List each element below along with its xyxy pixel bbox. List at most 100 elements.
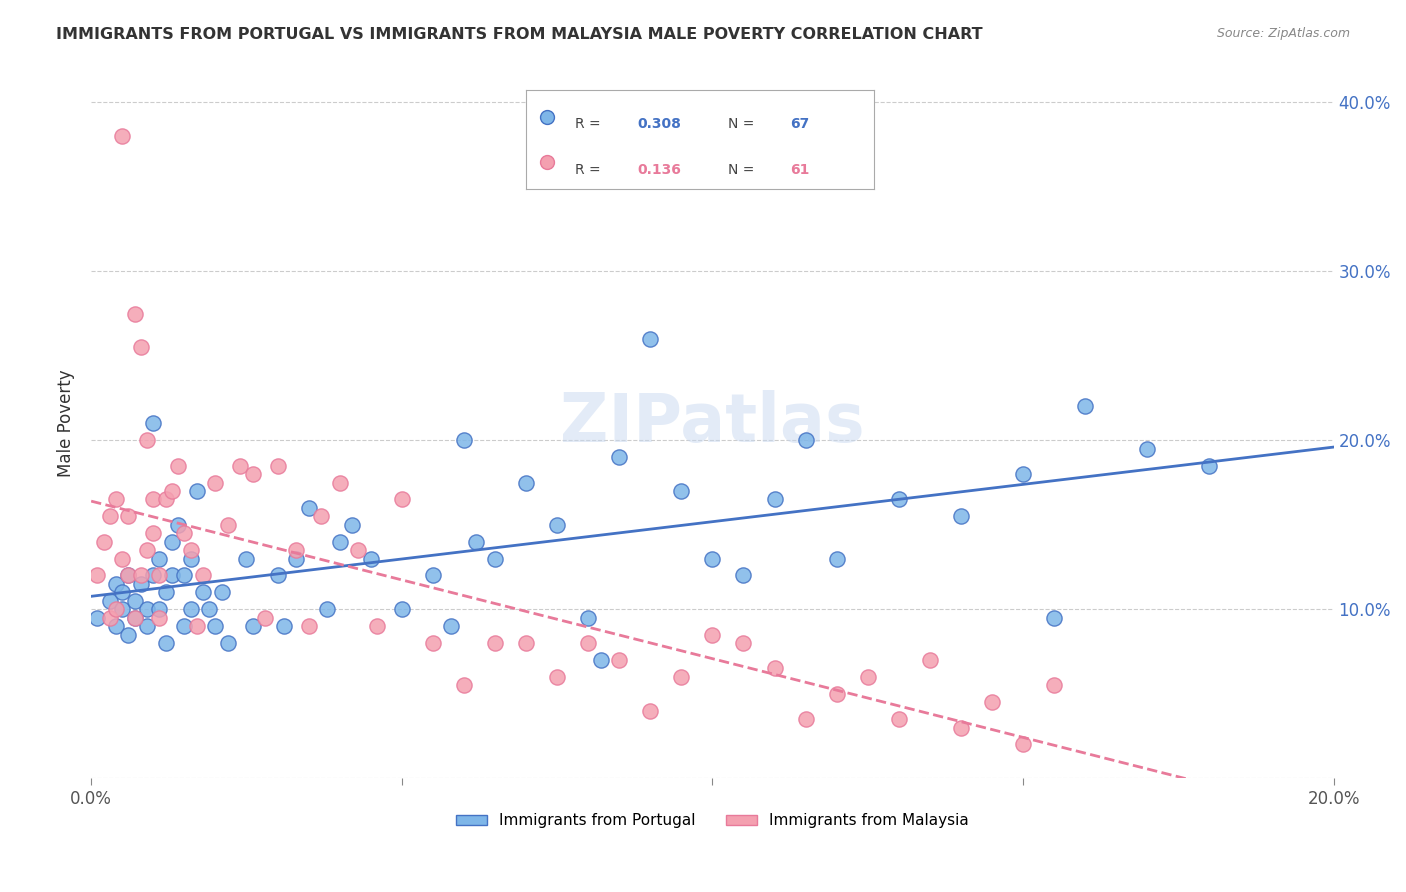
Point (515, 636, 537, 650)
Point (794, 712, 817, 726)
Point (217, 636, 239, 650)
Point (763, 492, 786, 507)
Point (160, 568, 183, 582)
Point (111, 129, 134, 144)
Point (266, 568, 288, 582)
Point (217, 517, 239, 532)
Point (98, 509, 121, 524)
Point (148, 568, 170, 582)
Point (98, 610, 121, 624)
Point (391, 492, 413, 507)
Point (1136, 442, 1159, 456)
Point (607, 450, 630, 465)
Point (180, 543, 202, 558)
Point (366, 619, 388, 633)
Point (211, 585, 233, 599)
Point (105, 619, 128, 633)
Point (329, 534, 352, 549)
Point (148, 551, 170, 566)
Point (86, 568, 108, 582)
Point (117, 568, 139, 582)
Point (1198, 458, 1220, 473)
Point (136, 434, 159, 448)
Point (136, 602, 159, 616)
Point (173, 619, 195, 633)
Point (148, 602, 170, 616)
Point (297, 619, 319, 633)
Point (453, 434, 475, 448)
Point (484, 636, 506, 650)
Point (173, 526, 195, 541)
Point (422, 568, 444, 582)
Point (360, 551, 382, 566)
Point (167, 517, 190, 532)
Point (198, 602, 221, 616)
Point (638, 704, 661, 718)
Point (124, 610, 146, 624)
Point (1043, 610, 1066, 624)
Point (124, 306, 146, 320)
Point (733, 636, 755, 650)
Point (671, 670, 693, 684)
Point (142, 417, 165, 431)
Point (576, 636, 599, 650)
Point (733, 568, 755, 582)
Point (86, 610, 108, 624)
Point (173, 568, 195, 582)
Point (105, 492, 128, 507)
Point (204, 475, 226, 490)
Point (515, 475, 537, 490)
Point (155, 636, 177, 650)
Point (825, 687, 848, 701)
Point (702, 627, 724, 641)
Point (191, 585, 214, 599)
Point (142, 568, 165, 582)
Text: IMMIGRANTS FROM PORTUGAL VS IMMIGRANTS FROM MALAYSIA MALE POVERTY CORRELATION CH: IMMIGRANTS FROM PORTUGAL VS IMMIGRANTS F… (56, 27, 983, 42)
Point (671, 483, 693, 498)
Point (465, 534, 488, 549)
Point (167, 458, 190, 473)
Point (111, 602, 134, 616)
Point (825, 551, 848, 566)
Point (285, 543, 308, 558)
Point (763, 661, 786, 675)
Point (794, 434, 817, 448)
Point (918, 653, 941, 667)
Point (422, 636, 444, 650)
Point (1074, 400, 1097, 414)
Point (266, 458, 288, 473)
Point (124, 610, 146, 624)
Point (155, 492, 177, 507)
Point (546, 517, 568, 532)
Point (204, 619, 226, 633)
Point (142, 492, 165, 507)
Point (111, 585, 134, 599)
Point (546, 670, 568, 684)
Point (155, 585, 177, 599)
Point (484, 551, 506, 566)
Point (340, 517, 363, 532)
Point (186, 483, 208, 498)
Point (316, 602, 339, 616)
Point (242, 467, 264, 481)
Point (702, 551, 724, 566)
Point (638, 332, 661, 346)
Point (111, 551, 134, 566)
Point (887, 492, 910, 507)
Point (229, 458, 252, 473)
Point (347, 543, 370, 558)
Text: ZIPatlas: ZIPatlas (560, 391, 865, 457)
Point (1012, 467, 1035, 481)
Point (981, 695, 1004, 709)
Point (136, 543, 159, 558)
Point (105, 577, 128, 591)
Point (180, 551, 202, 566)
Point (129, 577, 152, 591)
Point (129, 568, 152, 582)
Point (254, 610, 277, 624)
Point (117, 509, 139, 524)
Point (589, 653, 612, 667)
Point (235, 551, 257, 566)
Point (1043, 678, 1066, 692)
Point (329, 475, 352, 490)
